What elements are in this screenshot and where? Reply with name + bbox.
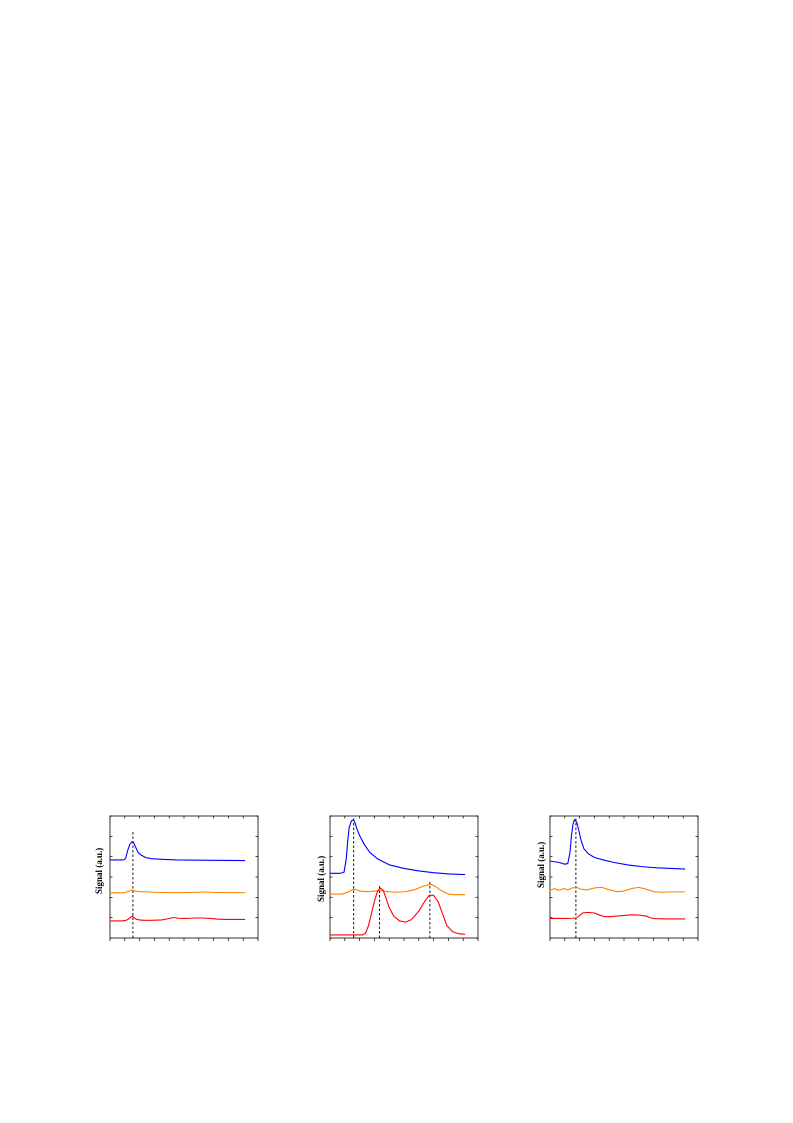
chart-svg-middle [329, 815, 479, 941]
series-line-orange [549, 886, 686, 893]
chart-panel-right: Signal (a.u.) [528, 806, 708, 946]
series-line-orange [109, 889, 246, 894]
series-line-orange [329, 883, 466, 896]
chart-svg-right [549, 815, 699, 941]
chart-panel-middle: Signal (a.u.) [308, 806, 488, 946]
chart-panel-left: Signal (a.u.) [88, 806, 268, 946]
series-line-blue [549, 819, 686, 870]
plot-frame [549, 815, 699, 939]
series-line-red [549, 911, 686, 920]
series-line-blue [109, 841, 246, 862]
plot-frame [329, 815, 479, 939]
series-line-red [109, 915, 246, 922]
chart-svg-left [109, 815, 259, 941]
series-line-red [329, 887, 466, 936]
series-line-blue [329, 819, 466, 876]
